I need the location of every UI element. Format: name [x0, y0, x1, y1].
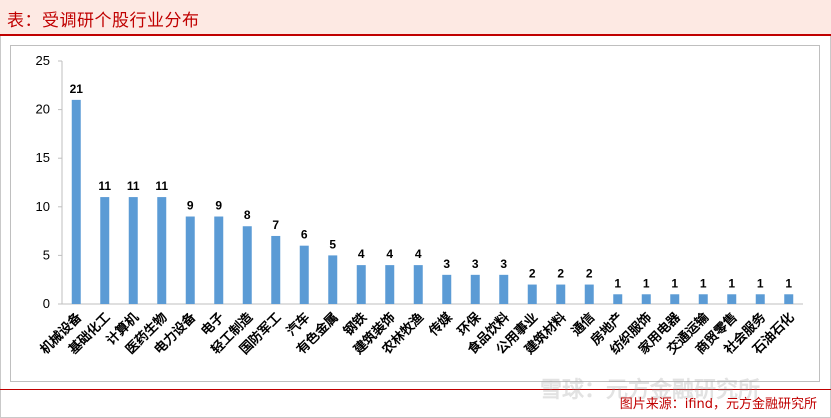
bar-22 [670, 294, 680, 304]
data-label-16: 3 [500, 257, 507, 271]
bar-8 [271, 235, 281, 304]
bar-15 [470, 274, 480, 304]
data-label-8: 7 [272, 218, 279, 232]
data-label-25: 1 [757, 276, 764, 290]
bar-13 [413, 265, 423, 304]
bar-21 [641, 294, 651, 304]
bar-24 [727, 294, 737, 304]
bar-14 [442, 274, 452, 304]
data-label-19: 2 [586, 267, 593, 281]
footer-divider [0, 389, 831, 390]
bar-23 [698, 294, 708, 304]
bar-3 [128, 197, 138, 304]
bar-9 [299, 245, 309, 304]
watermark: 雪球：元方金融研究所 [540, 378, 761, 403]
data-label-11: 4 [358, 247, 365, 261]
data-label-20: 1 [614, 276, 621, 290]
bar-16 [499, 274, 509, 304]
y-tick-label: 0 [43, 296, 50, 311]
bar-5 [185, 216, 195, 304]
source-note: 图片来源：ifind，元方金融研究所 [619, 397, 817, 412]
bar-12 [385, 265, 395, 304]
data-label-12: 4 [386, 247, 393, 261]
data-label-2: 11 [98, 179, 111, 193]
y-tick-label: 20 [36, 102, 50, 117]
y-tick-label: 5 [43, 247, 50, 262]
bar-25 [755, 294, 765, 304]
data-label-6: 9 [215, 199, 222, 213]
bar-2 [100, 197, 110, 304]
data-label-23: 1 [700, 276, 707, 290]
bar-20 [613, 294, 623, 304]
data-label-24: 1 [728, 276, 735, 290]
bar-17 [527, 284, 537, 304]
title-bar [0, 0, 831, 34]
y-tick-label: 10 [36, 199, 50, 214]
data-label-7: 8 [244, 208, 251, 222]
data-label-18: 2 [557, 267, 564, 281]
bar-19 [584, 284, 594, 304]
plot-area-border [10, 45, 820, 382]
bar-1 [71, 99, 81, 304]
data-label-14: 3 [443, 257, 450, 271]
y-tick-label: 25 [36, 53, 50, 68]
data-label-9: 6 [301, 228, 308, 242]
title-divider [0, 34, 831, 36]
data-label-17: 2 [529, 267, 536, 281]
bar-26 [784, 294, 794, 304]
data-label-5: 9 [187, 199, 194, 213]
data-label-10: 5 [329, 237, 336, 251]
bar-7 [242, 226, 252, 304]
x-tick-label-14: 传媒 [425, 309, 456, 340]
bar-4 [157, 197, 167, 304]
data-label-4: 11 [155, 179, 168, 193]
data-label-22: 1 [671, 276, 678, 290]
y-tick-label: 15 [36, 150, 50, 165]
data-label-3: 11 [127, 179, 140, 193]
bar-18 [556, 284, 566, 304]
data-label-26: 1 [785, 276, 792, 290]
data-label-15: 3 [472, 257, 479, 271]
data-label-1: 21 [70, 82, 84, 96]
page-title: 表：受调研个股行业分布 [7, 11, 200, 31]
data-label-13: 4 [415, 247, 422, 261]
bar-11 [356, 265, 366, 304]
bar-6 [214, 216, 224, 304]
bar-10 [328, 255, 338, 304]
data-label-21: 1 [643, 276, 650, 290]
